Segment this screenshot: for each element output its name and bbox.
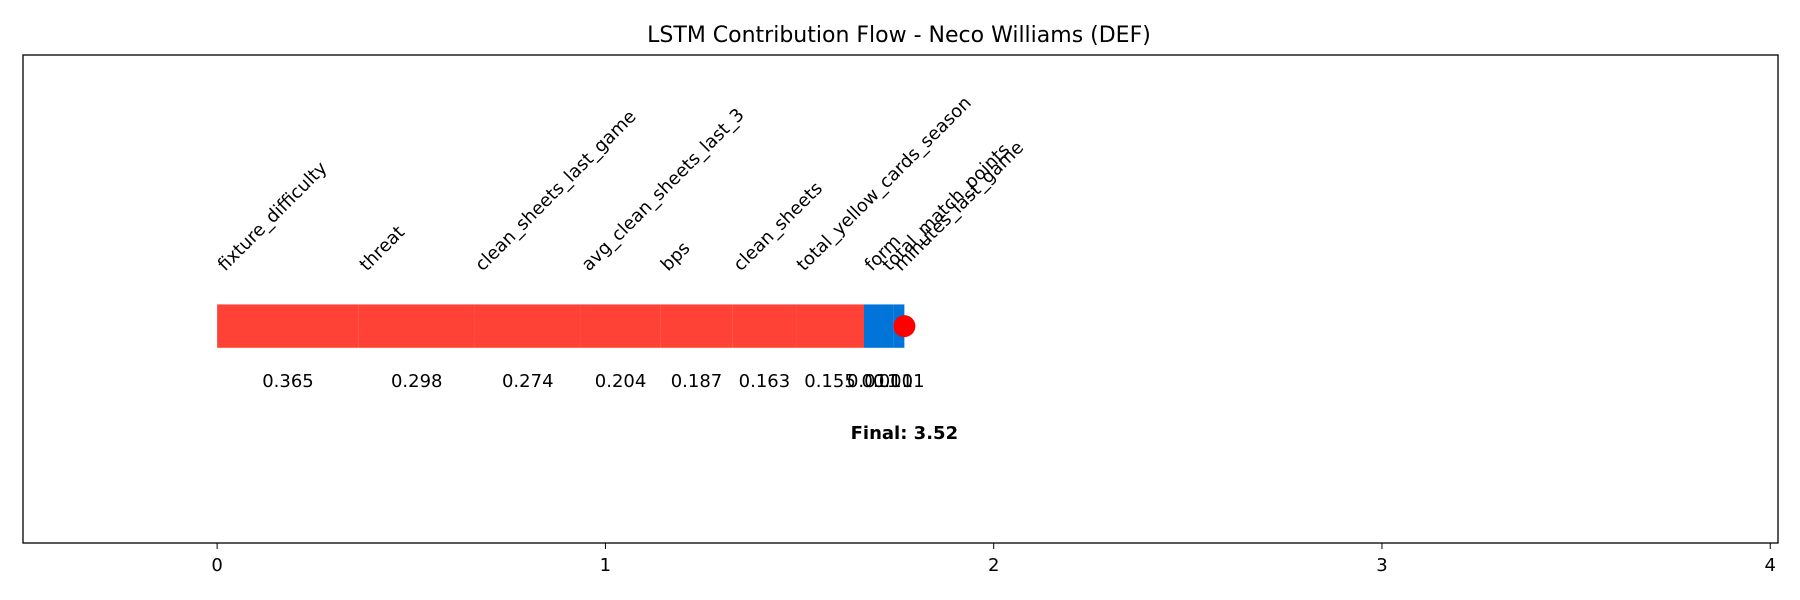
bar-segment (732, 304, 797, 348)
bar-segment (217, 304, 359, 348)
bar-segment (474, 304, 581, 348)
value-label: 0.155 (804, 371, 856, 392)
value-label: 0.298 (391, 371, 443, 392)
x-tick-label: 2 (988, 555, 999, 576)
bar-segment (864, 304, 882, 348)
value-label: 0.365 (262, 371, 314, 392)
value-label: 0.011 (873, 371, 925, 392)
bar-layer (217, 304, 905, 348)
chart-title: LSTM Contribution Flow - Neco Williams (… (647, 23, 1151, 48)
x-tick-label: 1 (600, 555, 611, 576)
feature-label: bps (657, 238, 695, 276)
value-label: 0.010 (862, 371, 914, 392)
value-label: 0.187 (671, 371, 723, 392)
value-label: 0.011 (847, 371, 899, 392)
x-tick-label: 4 (1765, 555, 1776, 576)
plot-frame (22, 54, 1779, 544)
x-tick-label: 3 (1376, 555, 1387, 576)
bar-segment (660, 304, 733, 348)
value-label-layer: 0.365 0.298 0.274 0.204 0.187 0.163 0.1550.011… (262, 371, 924, 392)
final-label: Final: 3.52 (851, 423, 958, 444)
feature-label: threat (356, 222, 409, 275)
feature-label: fixture_difficulty (214, 158, 332, 276)
feature-label-layer: fixture_difficulty threat clean_sheets_las… (214, 92, 1028, 275)
value-label: 0.204 (595, 371, 647, 392)
bar-segment (796, 304, 865, 348)
bar-segment (358, 304, 475, 348)
value-label: 0.274 (502, 371, 554, 392)
bar-segment (580, 304, 661, 348)
final-marker (893, 315, 916, 338)
bar-segment (881, 304, 894, 348)
x-axis-ticks: 0 1 2 3 4 (211, 543, 1776, 576)
value-label: 0.163 (739, 371, 791, 392)
x-tick-label: 0 (211, 555, 222, 576)
